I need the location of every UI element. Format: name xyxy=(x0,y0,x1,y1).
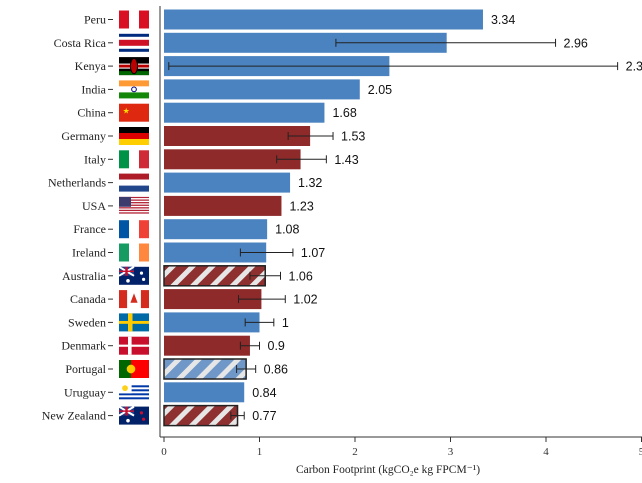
country-label-netherlands: Netherlands xyxy=(48,176,106,190)
country-label-germany: Germany xyxy=(61,129,106,143)
x-tick-label-0: 0 xyxy=(161,446,167,458)
bars xyxy=(163,9,483,427)
flag-netherlands xyxy=(119,173,149,192)
error-bar-denmark xyxy=(239,341,260,350)
flag-uruguay xyxy=(119,383,149,402)
flag-denmark xyxy=(119,336,149,355)
error-bar-sweden xyxy=(244,318,275,327)
flag-india xyxy=(119,80,149,99)
bar-new-zealand xyxy=(163,404,239,427)
bar-italy xyxy=(164,149,301,170)
x-tick-label-2: 2 xyxy=(352,446,358,458)
bar-uruguay xyxy=(164,382,245,403)
value-label-costa-rica: 2.96 xyxy=(564,36,588,50)
value-label-portugal: 0.86 xyxy=(264,363,288,377)
flag-china: ★ xyxy=(119,103,149,122)
flag-usa xyxy=(119,196,149,214)
bar-peru xyxy=(164,9,483,30)
country-label-usa: USA xyxy=(82,199,106,213)
flag-france xyxy=(119,220,149,239)
x-tick-label-5: 5 xyxy=(639,446,642,458)
x-axis-title: Carbon Footprint (kgCO₂e kg FPCM⁻¹) xyxy=(296,464,480,476)
country-label-italy: Italy xyxy=(84,152,106,166)
error-bar-costa-rica xyxy=(335,38,557,47)
value-label-australia: 1.06 xyxy=(289,269,313,283)
bar-ireland xyxy=(164,242,267,263)
bar-france xyxy=(164,219,268,240)
flag-peru xyxy=(119,10,149,29)
bar-costa-rica xyxy=(164,32,447,53)
bar-sweden xyxy=(164,312,260,333)
country-label-sweden: Sweden xyxy=(68,315,106,329)
value-label-usa: 1.23 xyxy=(289,199,313,213)
error-bar-canada xyxy=(237,295,286,304)
flag-costa-rica xyxy=(119,33,149,52)
axes xyxy=(159,6,642,438)
flag-italy xyxy=(119,150,149,169)
bar-denmark xyxy=(164,335,250,356)
value-label-india: 2.05 xyxy=(368,83,392,97)
flag-sweden xyxy=(119,313,149,332)
bar-canada xyxy=(164,289,262,310)
country-label-canada: Canada xyxy=(70,292,107,306)
bar-china xyxy=(164,102,325,123)
error-bars xyxy=(168,38,619,420)
value-label-ireland: 1.07 xyxy=(301,246,325,260)
error-bar-new-zealand xyxy=(230,411,245,420)
svg-text:★: ★ xyxy=(123,107,130,116)
flag-portugal xyxy=(119,360,149,378)
error-bar-portugal xyxy=(236,365,257,373)
country-label-uruguay: Uruguay xyxy=(64,385,106,399)
value-label-france: 1.08 xyxy=(275,223,299,237)
flag-kenya xyxy=(119,57,149,76)
flag-canada xyxy=(119,290,149,309)
country-label-france: France xyxy=(73,222,106,236)
flags: ★ xyxy=(118,10,149,425)
bar-netherlands xyxy=(164,172,291,193)
error-bar-kenya xyxy=(168,62,619,71)
flag-ireland xyxy=(119,243,149,262)
value-label-peru: 3.34 xyxy=(491,13,515,27)
value-label-germany: 1.53 xyxy=(341,130,365,144)
x-tick-label-4: 4 xyxy=(543,446,549,458)
value-label-denmark: 0.9 xyxy=(268,339,285,353)
bar-portugal xyxy=(163,358,247,380)
x-tick-label-1: 1 xyxy=(257,446,263,458)
country-label-new-zealand: New Zealand xyxy=(42,409,106,423)
bar-usa xyxy=(164,195,282,216)
labels: Peru 3.34 Costa Rica 2.96 Kenya 2.3 India 2.05 C… xyxy=(42,13,642,424)
bar-germany xyxy=(164,126,311,146)
country-label-peru: Peru xyxy=(84,13,106,27)
bar-india xyxy=(164,79,360,100)
value-label-new-zealand: 0.77 xyxy=(252,409,276,423)
country-label-costa-rica: Costa Rica xyxy=(54,36,107,50)
flag-australia xyxy=(118,265,149,285)
value-label-uruguay: 0.84 xyxy=(252,386,276,400)
flag-new-zealand xyxy=(118,405,149,425)
x-ticks: 0 1 2 3 4 5 xyxy=(161,437,642,458)
error-bar-australia xyxy=(249,271,282,280)
flag-germany xyxy=(119,127,149,145)
x-tick-label-3: 3 xyxy=(448,446,454,458)
country-label-australia: Australia xyxy=(62,269,107,283)
country-label-denmark: Denmark xyxy=(61,339,106,353)
error-bar-ireland xyxy=(239,248,294,257)
country-label-india: India xyxy=(81,82,106,96)
value-label-china: 1.68 xyxy=(332,106,356,120)
value-label-canada: 1.02 xyxy=(293,293,317,307)
value-label-sweden: 1 xyxy=(282,316,289,330)
value-label-kenya: 2.3 xyxy=(626,60,642,74)
value-label-netherlands: 1.32 xyxy=(298,176,322,190)
country-label-kenya: Kenya xyxy=(75,59,107,73)
country-label-ireland: Ireland xyxy=(72,246,106,260)
country-label-portugal: Portugal xyxy=(65,362,106,376)
country-label-china: China xyxy=(77,106,106,120)
value-label-italy: 1.43 xyxy=(334,153,358,167)
error-bar-italy xyxy=(276,155,327,164)
error-bar-germany xyxy=(287,132,334,140)
